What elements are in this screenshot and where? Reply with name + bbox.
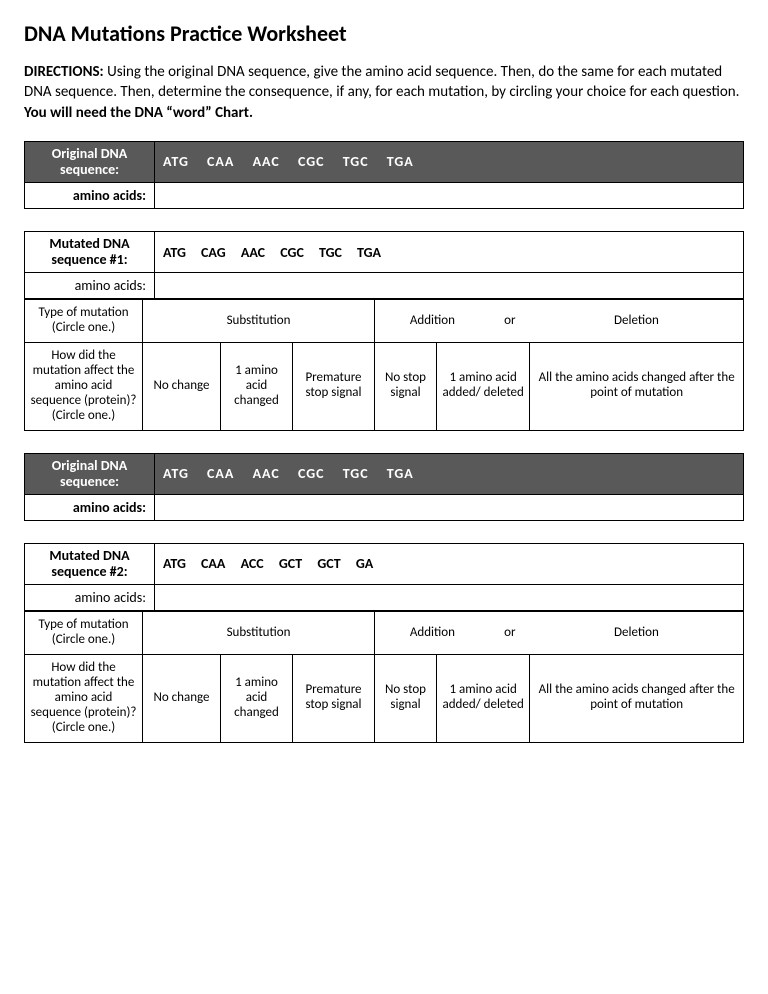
original-dna-label-2: Original DNA sequence: [25, 453, 155, 494]
how-affect-label: How did the mutation affect the amino ac… [25, 343, 143, 431]
opt-all-changed[interactable]: All the amino acids changed after the po… [530, 343, 744, 431]
mutated-seq-table-2: Mutated DNA sequence #2: ATG CAA ACC GCT… [24, 543, 744, 611]
opt-premature-2[interactable]: Premature stop signal [293, 654, 375, 742]
amino-acids-label-2: amino acids: [25, 494, 155, 520]
opt-all-changed-2[interactable]: All the amino acids changed after the po… [530, 654, 744, 742]
mutated-block-2: Mutated DNA sequence #2: ATG CAA ACC GCT… [24, 543, 744, 743]
opt-added-deleted-2[interactable]: 1 amino acid added/ deleted [437, 654, 530, 742]
amino-acids-label: amino acids: [25, 182, 155, 208]
amino-acids-label-m1: amino acids: [25, 273, 155, 299]
original-dna-seq: ATG CAA AAC CGC TGC TGA [155, 141, 744, 182]
opt-premature[interactable]: Premature stop signal [293, 343, 375, 431]
mutated-dna-label-1: Mutated DNA sequence #1: [25, 231, 155, 272]
opt-added-deleted[interactable]: 1 amino acid added/ deleted [437, 343, 530, 431]
opt-no-stop-2[interactable]: No stop signal [375, 654, 437, 742]
opt-or: or [490, 300, 530, 343]
amino-acids-blank-m2[interactable] [155, 585, 744, 611]
type-of-mutation-label: Type of mutation (Circle one.) [25, 300, 143, 343]
opt-one-amino-2[interactable]: 1 amino acid changed [221, 654, 293, 742]
opt-addition-2[interactable]: Addition [375, 612, 490, 655]
mutated-block-1: Mutated DNA sequence #1: ATG CAG AAC CGC… [24, 231, 744, 431]
opt-substitution[interactable]: Substitution [143, 300, 375, 343]
mutated-seq-table-1: Mutated DNA sequence #1: ATG CAG AAC CGC… [24, 231, 744, 299]
effect-row-1: How did the mutation affect the amino ac… [25, 343, 744, 431]
opt-deletion[interactable]: Deletion [530, 300, 744, 343]
directions-text: Using the original DNA sequence, give th… [24, 63, 739, 101]
mutated-dna-seq-2: ATG CAA ACC GCT GCT GA [155, 543, 744, 584]
opt-addition[interactable]: Addition [375, 300, 490, 343]
original-dna-seq-2: ATG CAA AAC CGC TGC TGA [155, 453, 744, 494]
original-block-2: Original DNA sequence: ATG CAA AAC CGC T… [24, 453, 744, 521]
directions-emph: You will need the DNA “word” Chart. [24, 104, 253, 122]
question-grid-1: Type of mutation (Circle one.) Substitut… [24, 299, 744, 431]
original-seq-table-1: Original DNA sequence: ATG CAA AAC CGC T… [24, 141, 744, 209]
amino-acids-label-m2: amino acids: [25, 585, 155, 611]
original-seq-table-2: Original DNA sequence: ATG CAA AAC CGC T… [24, 453, 744, 521]
page-title: DNA Mutations Practice Worksheet [24, 20, 744, 47]
opt-one-amino[interactable]: 1 amino acid changed [221, 343, 293, 431]
mutated-dna-seq-1: ATG CAG AAC CGC TGC TGA [155, 231, 744, 272]
mutation-type-row-1: Type of mutation (Circle one.) Substitut… [25, 300, 744, 343]
how-affect-label-2: How did the mutation affect the amino ac… [25, 654, 143, 742]
type-of-mutation-label-2: Type of mutation (Circle one.) [25, 612, 143, 655]
directions-label: DIRECTIONS: [24, 63, 104, 81]
mutated-dna-label-2: Mutated DNA sequence #2: [25, 543, 155, 584]
amino-acids-blank-m1[interactable] [155, 273, 744, 299]
opt-or-2: or [490, 612, 530, 655]
original-block-1: Original DNA sequence: ATG CAA AAC CGC T… [24, 141, 744, 209]
effect-row-2: How did the mutation affect the amino ac… [25, 654, 744, 742]
opt-no-change-2[interactable]: No change [143, 654, 221, 742]
opt-no-change[interactable]: No change [143, 343, 221, 431]
amino-acids-blank[interactable] [155, 182, 744, 208]
opt-deletion-2[interactable]: Deletion [530, 612, 744, 655]
question-grid-2: Type of mutation (Circle one.) Substitut… [24, 611, 744, 743]
directions: DIRECTIONS: Using the original DNA seque… [24, 62, 744, 123]
opt-substitution-2[interactable]: Substitution [143, 612, 375, 655]
mutation-type-row-2: Type of mutation (Circle one.) Substitut… [25, 612, 744, 655]
original-dna-label: Original DNA sequence: [25, 141, 155, 182]
opt-no-stop[interactable]: No stop signal [375, 343, 437, 431]
amino-acids-blank-2[interactable] [155, 494, 744, 520]
